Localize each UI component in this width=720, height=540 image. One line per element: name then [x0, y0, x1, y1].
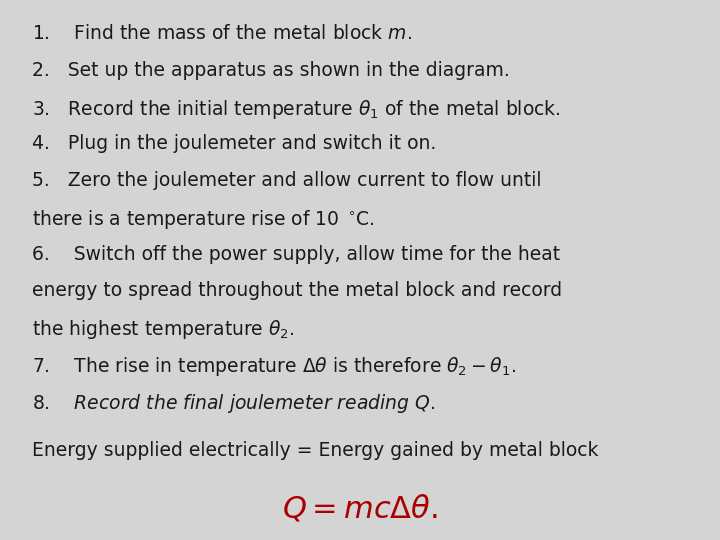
- Text: there is a temperature rise of 10 $^\circ\!$C.: there is a temperature rise of 10 $^\cir…: [32, 208, 375, 231]
- Text: 6.    Switch off the power supply, allow time for the heat: 6. Switch off the power supply, allow ti…: [32, 245, 561, 264]
- Text: the highest temperature $\theta_2$.: the highest temperature $\theta_2$.: [32, 318, 295, 341]
- Text: 4.   Plug in the joulemeter and switch it on.: 4. Plug in the joulemeter and switch it …: [32, 134, 436, 153]
- Text: 5.   Zero the joulemeter and allow current to flow until: 5. Zero the joulemeter and allow current…: [32, 171, 542, 190]
- Text: 2.   Set up the apparatus as shown in the diagram.: 2. Set up the apparatus as shown in the …: [32, 61, 510, 80]
- Text: 1.    Find the mass of the metal block $m$.: 1. Find the mass of the metal block $m$.: [32, 24, 413, 43]
- Text: $\it{Q = mc\Delta\theta.}$: $\it{Q = mc\Delta\theta.}$: [282, 492, 438, 523]
- Text: 3.   Record the initial temperature $\theta_1$ of the metal block.: 3. Record the initial temperature $\thet…: [32, 98, 561, 121]
- Text: 8.    $\it{Record\ the\ final\ joulemeter\ reading\ Q.}$: 8. $\it{Record\ the\ final\ joulemeter\ …: [32, 392, 436, 415]
- Text: Energy supplied electrically = Energy gained by metal block: Energy supplied electrically = Energy ga…: [32, 441, 599, 460]
- Text: 7.    The rise in temperature $\Delta\theta$ is therefore $\theta_2 - \theta_1$.: 7. The rise in temperature $\Delta\theta…: [32, 355, 516, 378]
- Text: energy to spread throughout the metal block and record: energy to spread throughout the metal bl…: [32, 281, 562, 300]
